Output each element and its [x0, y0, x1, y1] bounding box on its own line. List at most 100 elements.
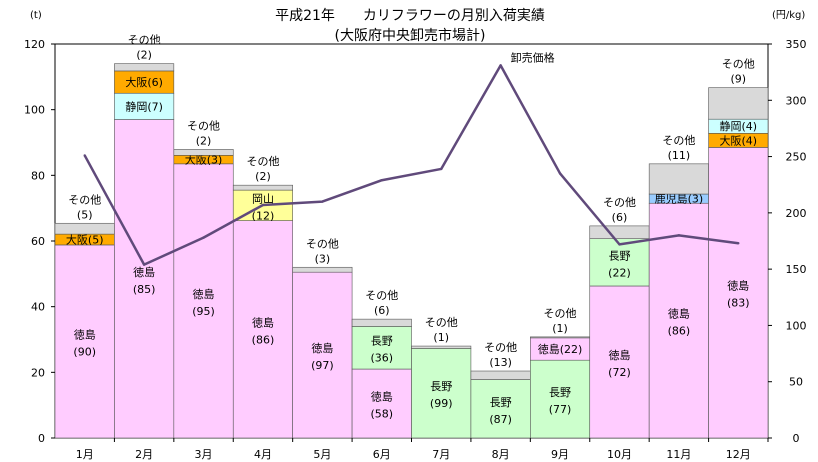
bar-stack: 徳島 (86) 岡山 (12) その他 (2) [232, 155, 293, 439]
segment-label: 徳島 [74, 327, 96, 341]
right-axis-tick-label: 150 [786, 263, 807, 276]
segment-label: その他 [306, 237, 339, 250]
segment-label: その他 [662, 134, 695, 147]
bar-segment [114, 92, 175, 120]
segment-label: その他 [484, 341, 517, 354]
segment-pct-label: (2) [136, 49, 152, 62]
price-point [261, 203, 265, 207]
price-point [618, 243, 621, 246]
bar-stack: 徳島 (90) 大阪(5) その他 (5) [54, 193, 115, 439]
bar-segment [114, 63, 175, 72]
segment-label: その他 [68, 193, 101, 206]
segment-pct-label: (86) [668, 325, 691, 338]
segment-pct-label: (1) [433, 331, 449, 344]
x-axis-tick-label: 11月 [666, 448, 691, 461]
bar-stack: 徳島 (85) 静岡(7) 大阪(6) その他 (2) [114, 34, 175, 439]
segment-label: 長野 [371, 335, 393, 348]
bar-segment [708, 147, 769, 439]
segment-pct-label: (5) [77, 208, 93, 221]
bar-segment [351, 318, 412, 327]
bar-stack: 徳島 (95) 大阪(3) その他 (2) [173, 119, 234, 439]
bar-stack: 長野 (99) その他 (1) [411, 316, 472, 439]
stacked-bars: 徳島(90)大阪(5)その他(5)徳島(85)静岡(7)大阪(6)その他(2)徳… [54, 34, 769, 439]
segment-label: 徳島 [133, 265, 155, 279]
price-point [440, 167, 443, 171]
segment-pct-label: (86) [252, 333, 275, 346]
bar-segment [173, 149, 234, 156]
bar-segment [351, 326, 412, 370]
segment-label: 徳島 [252, 315, 274, 329]
bar-segment [54, 222, 115, 235]
chart-title: 平成21年 カリフラワーの月別入荷実績 [275, 8, 545, 24]
bar-segment [411, 345, 472, 349]
segment-label: 岡山 [252, 192, 274, 205]
price-point [380, 179, 383, 182]
price-point [558, 172, 562, 175]
bar-segment [470, 379, 531, 439]
segment-pct-label: (85) [133, 283, 156, 296]
segment-label: 徳島 [668, 307, 690, 321]
right-axis-tick-label: 300 [786, 94, 807, 107]
segment-pct-label: (90) [73, 345, 96, 358]
bar-segment [292, 271, 353, 439]
segment-label: その他 [246, 155, 279, 168]
left-axis-tick-label: 80 [31, 169, 45, 182]
bar-segment [292, 266, 353, 273]
x-axis-tick-label: 8月 [492, 448, 510, 461]
segment-label: その他 [128, 34, 161, 47]
segment-pct-label: (99) [430, 397, 453, 410]
x-axis-tick-label: 5月 [313, 448, 331, 461]
bar-stack: 徳島 (72) 長野 (22) その他 (6) [589, 196, 650, 439]
bar-stack: 長野 (77) 徳島(22) その他 (1) [530, 307, 591, 439]
right-axis-tick-label: 0 [793, 432, 800, 445]
left-axis-unit: (t) [30, 10, 42, 21]
segment-label: 大阪(4) [719, 133, 757, 147]
segment-label: 長野 [430, 380, 452, 393]
bar-segment [470, 370, 531, 380]
price-line-series: 卸売価格 [83, 50, 740, 266]
left-axis-tick-label: 20 [31, 366, 45, 379]
segment-pct-label: (58) [370, 408, 393, 421]
segment-pct-label: (12) [252, 209, 275, 222]
bar-segment [411, 348, 472, 439]
bar-stack: 徳島 (58) 長野 (36) その他 (6) [351, 289, 412, 439]
right-axis-tick-label: 50 [789, 376, 803, 389]
bar-segment [589, 285, 650, 439]
bar-segment [530, 336, 591, 339]
segment-label: その他 [544, 307, 577, 320]
price-point [83, 154, 86, 157]
segment-label: その他 [365, 289, 398, 302]
bar-segment [589, 238, 650, 287]
segment-label: 長野 [490, 396, 512, 409]
bar-stack: 徳島 (83) 大阪(4)静岡(4) その他 (9) [708, 58, 769, 439]
segment-label: その他 [187, 119, 220, 132]
bar-segment [589, 225, 650, 240]
x-axis-tick-label: 2月 [135, 448, 153, 461]
bar-stack: 長野 (87) その他 (13) [470, 341, 531, 439]
segment-pct-label: (95) [192, 305, 215, 318]
x-axis-tick-label: 4月 [254, 448, 272, 461]
segment-pct-label: (1) [552, 322, 568, 335]
price-point [677, 234, 681, 237]
segment-label: 大阪(3) [185, 153, 223, 167]
x-axis-tick-label: 6月 [373, 448, 391, 461]
left-axis-tick-label: 100 [24, 104, 45, 117]
segment-label: 徳島 [727, 279, 749, 293]
segment-label: 長野 [549, 386, 571, 399]
price-point [499, 64, 502, 67]
segment-label: 徳島 [371, 390, 393, 404]
segment-pct-label: (72) [608, 366, 631, 379]
segment-pct-label: (9) [730, 73, 746, 86]
price-point [202, 236, 205, 239]
segment-label: 徳島 [193, 287, 215, 301]
x-axis-tick-label: 12月 [726, 448, 751, 461]
price-line [83, 64, 739, 266]
price-point [321, 200, 324, 203]
segment-label: その他 [603, 196, 636, 209]
segment-pct-label: (2) [196, 134, 212, 147]
left-axis-tick-label: 120 [24, 38, 45, 51]
left-axis-tick-label: 40 [31, 301, 45, 314]
right-axis-tick-label: 350 [786, 38, 807, 51]
bar-segment [530, 359, 591, 439]
